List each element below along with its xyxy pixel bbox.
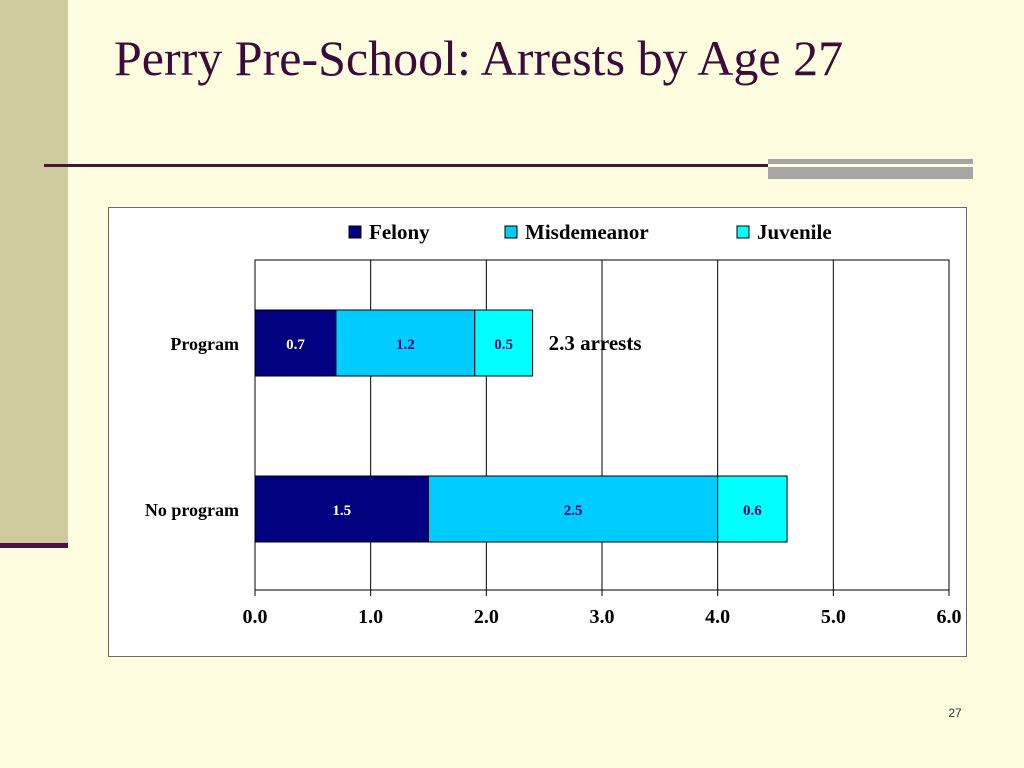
slide-title: Perry Pre-School: Arrests by Age 27 (114, 30, 844, 86)
category-label: Program (170, 334, 239, 354)
data-label: 2.5 (564, 503, 583, 519)
chart-frame: 0.0 1.0 2.0 3.0 4.0 5.0 6.0 Program 0.7 1.2 0.5 No … (108, 207, 967, 657)
x-tick-label: 0.0 (243, 606, 268, 628)
stacked-bar-chart: 0.0 1.0 2.0 3.0 4.0 5.0 6.0 Program 0.7 1.2 0.5 No … (145, 220, 962, 628)
legend-label-juvenile: Juvenile (757, 220, 832, 244)
title-rule-decoration (768, 159, 973, 179)
x-tick-label: 1.0 (358, 606, 383, 628)
data-label: 0.6 (743, 503, 762, 519)
legend-swatch-juvenile (736, 225, 750, 239)
x-tick-label: 4.0 (705, 606, 730, 628)
legend-swatch-misdemeanor (504, 225, 518, 239)
x-tick-label: 2.0 (474, 606, 499, 628)
legend-label-felony: Felony (369, 220, 430, 244)
data-label: 0.7 (286, 337, 305, 353)
bar-juvenile-program (474, 309, 534, 377)
data-label: 1.2 (396, 337, 415, 353)
x-tick-label: 3.0 (590, 606, 615, 628)
x-tick-label: 5.0 (821, 606, 846, 628)
title-rule (44, 164, 769, 167)
legend-label-misdemeanor: Misdemeanor (525, 220, 649, 244)
bar-misdemeanor-program (335, 309, 476, 377)
annotation-total-arrests: 2.3 arrests (549, 331, 642, 355)
data-label: 1.5 (332, 503, 351, 519)
bar-felony-no-program (254, 475, 429, 543)
slide-number: 27 (948, 706, 962, 720)
legend-swatch-felony (348, 225, 362, 239)
category-label: No program (145, 500, 239, 520)
bar-misdemeanor-no-program (428, 475, 719, 543)
data-label: 0.5 (494, 337, 513, 353)
side-band-accent-line (0, 543, 68, 548)
x-tick-label: 6.0 (937, 606, 962, 628)
bar-felony-program (254, 309, 337, 377)
side-band (0, 0, 68, 543)
bar-juvenile-no-program (717, 475, 788, 543)
